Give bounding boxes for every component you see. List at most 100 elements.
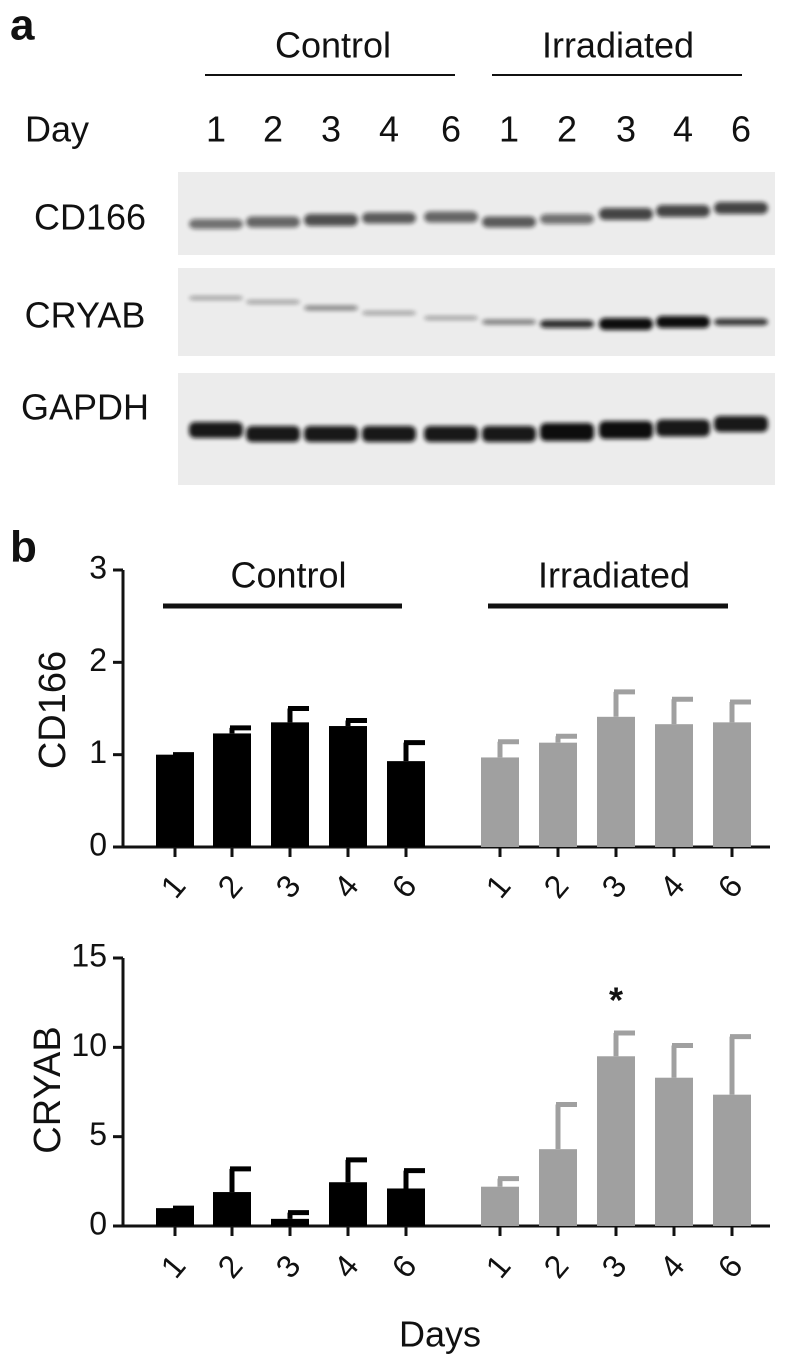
blot [178, 268, 775, 356]
x-tick-label: 6 [385, 868, 424, 905]
lane-label: 1 [499, 109, 519, 150]
x-tick-label: 2 [537, 868, 576, 905]
x-tick-label: 2 [211, 868, 250, 905]
band [362, 311, 416, 315]
x-tick-label: 1 [479, 868, 518, 905]
y-tick-label: 10 [71, 1027, 107, 1063]
y-tick-label: 2 [89, 642, 107, 678]
row-label: CRYAB [25, 295, 146, 336]
x-tick-label: 4 [653, 1248, 692, 1285]
band [246, 216, 300, 228]
bar [481, 1186, 519, 1226]
band [189, 296, 243, 300]
error-bar [555, 733, 577, 743]
lane-label: 4 [673, 109, 693, 150]
band [540, 320, 594, 328]
x-tick-label: 3 [595, 1248, 634, 1285]
band [424, 426, 478, 442]
band [714, 318, 768, 326]
lane-label: 2 [557, 109, 577, 150]
bar [655, 724, 693, 847]
band [599, 208, 653, 220]
band [189, 219, 243, 229]
y-tick-label: 0 [89, 826, 107, 862]
bar [387, 1188, 425, 1226]
x-tick-label: 2 [211, 1248, 250, 1285]
panel-label: b [10, 523, 37, 572]
bar [329, 726, 367, 847]
band [424, 211, 478, 223]
bar [713, 1094, 751, 1226]
row-label: GAPDH [21, 387, 149, 428]
y-tick-label: 3 [89, 549, 107, 585]
band [304, 214, 358, 226]
error-bar [403, 1168, 425, 1189]
y-axis-label: CRYAB [27, 1026, 69, 1153]
x-tick-label: 6 [711, 1248, 750, 1285]
band [424, 316, 478, 320]
error-bar [671, 696, 693, 725]
y-tick-label: 0 [89, 1205, 107, 1241]
band [714, 202, 768, 214]
band [540, 214, 594, 224]
bar [597, 1056, 635, 1226]
band [362, 426, 416, 442]
band [656, 316, 710, 328]
error-bar [613, 689, 635, 717]
error-bar [555, 1102, 577, 1150]
group-label: Irradiated [542, 25, 694, 66]
band [304, 305, 358, 311]
error-bar [403, 740, 425, 762]
lane-label: 6 [731, 109, 751, 150]
group-label: Control [275, 25, 391, 66]
band [714, 416, 768, 432]
day-label: Day [25, 109, 89, 150]
x-axis-label: Days [399, 1314, 481, 1355]
bar [713, 722, 751, 847]
band [482, 426, 536, 442]
band [246, 426, 300, 442]
bar [271, 722, 309, 847]
y-tick-label: 15 [71, 937, 107, 973]
lane-label: 1 [206, 109, 226, 150]
band [656, 419, 710, 437]
error-bar [229, 1166, 251, 1193]
error-bar [729, 699, 751, 723]
bar [271, 1218, 309, 1226]
band [304, 426, 358, 442]
y-tick-label: 5 [89, 1116, 107, 1152]
lane-label: 4 [379, 109, 399, 150]
bar [329, 1182, 367, 1226]
band [189, 422, 243, 438]
band [656, 205, 710, 217]
error-bar [729, 1034, 751, 1095]
annotation: * [609, 980, 623, 1021]
bar [481, 757, 519, 847]
bar [156, 754, 194, 847]
error-bar [287, 1210, 309, 1219]
y-axis-label: CD166 [32, 651, 74, 769]
x-tick-label: 1 [154, 1248, 193, 1285]
x-tick-label: 4 [653, 868, 692, 905]
bar [213, 733, 251, 847]
x-tick-label: 3 [595, 868, 634, 905]
band [599, 318, 653, 330]
bar [655, 1077, 693, 1226]
error-bar [345, 1157, 367, 1183]
bar [387, 761, 425, 847]
group-label: Irradiated [538, 555, 690, 596]
error-bar [229, 725, 251, 734]
band [482, 319, 536, 325]
error-bar [497, 739, 519, 758]
lane-label: 2 [263, 109, 283, 150]
bar [156, 1208, 194, 1226]
band [246, 300, 300, 304]
bands [189, 202, 768, 442]
band [540, 423, 594, 441]
lane-label: 3 [321, 109, 341, 150]
x-tick-label: 6 [711, 868, 750, 905]
bar [539, 1149, 577, 1226]
error-bar [345, 718, 367, 727]
group-label: Control [230, 555, 346, 596]
x-tick-label: 4 [327, 1248, 366, 1285]
